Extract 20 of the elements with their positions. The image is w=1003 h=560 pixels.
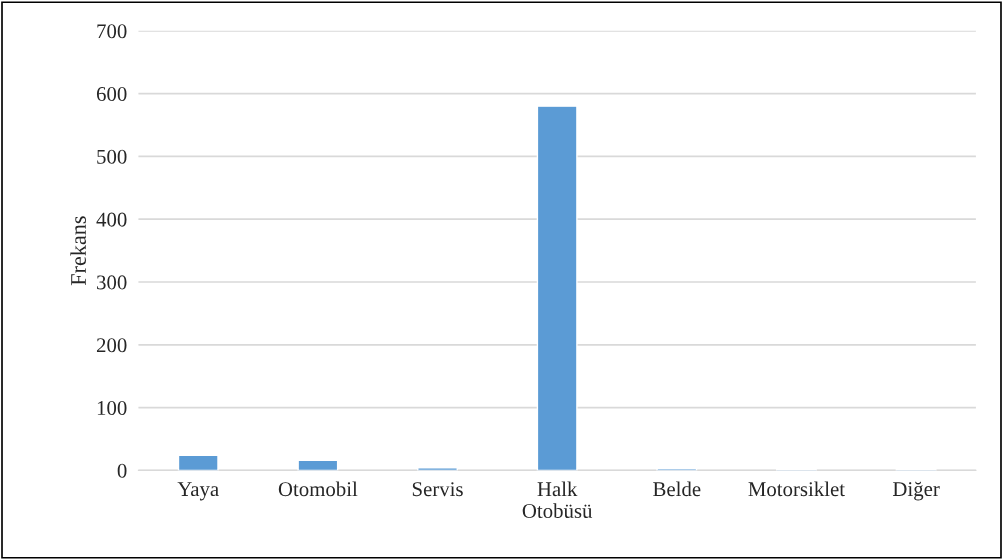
y-tick-label: 200 [96,338,127,353]
y-tick-label: 300 [97,275,127,290]
y-tick-label: 100 [97,400,127,416]
y-tick-label: 500 [97,149,127,164]
y-tick-label: 0 [117,463,127,478]
y-tick-label: 600 [96,86,127,102]
x-tick-label: Otomobil [278,481,358,497]
x-tick-label: Servis [412,482,463,497]
y-tick-label: 400 [96,212,127,227]
bar [417,467,458,471]
x-tick-label: Motorsiklet [748,481,845,497]
bar [297,459,339,471]
y-tick-label: 700 [97,24,127,39]
y-axis-title: Frekans [70,216,86,286]
x-tick-label: Yaya [177,482,219,501]
x-tick-label: Halk Otobüsü [522,481,593,518]
bar [536,105,578,471]
x-tick-label: Belde [653,481,701,497]
bar [177,454,219,471]
x-tick-label: Diğer [892,481,940,501]
